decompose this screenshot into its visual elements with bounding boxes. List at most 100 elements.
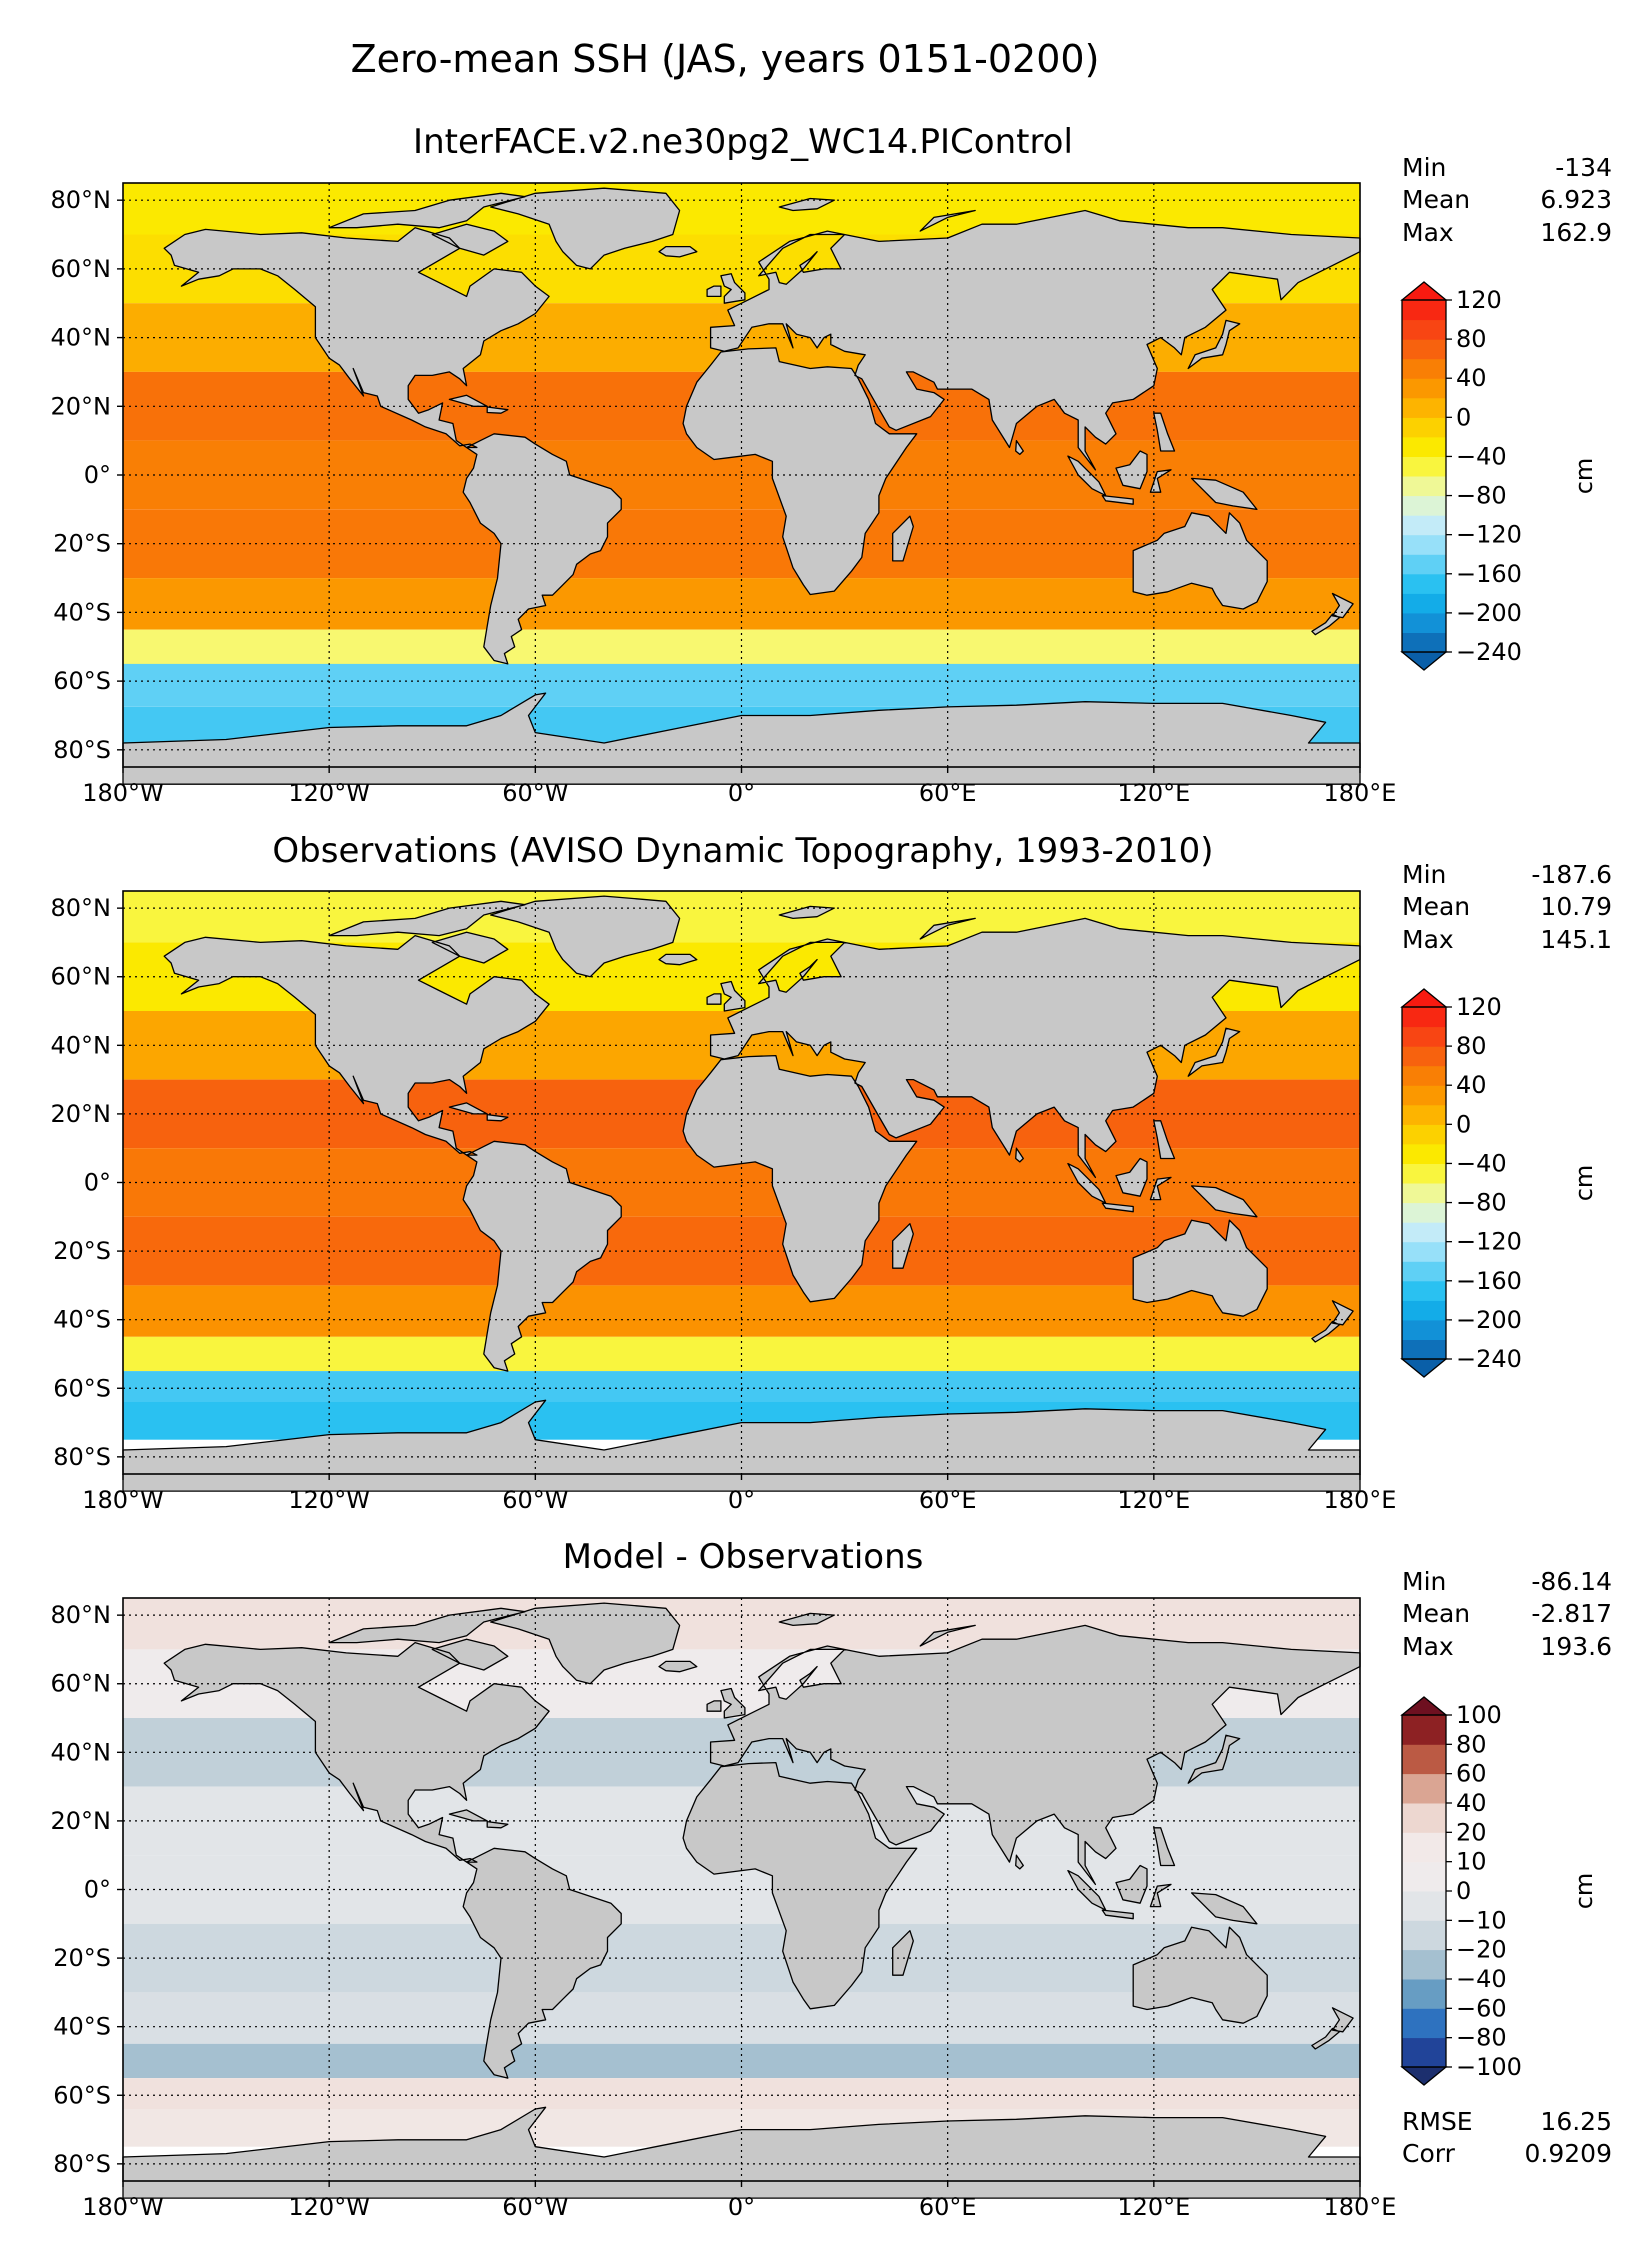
x-tick-label: 0° — [728, 2193, 755, 2221]
colorbar-segment — [1402, 1065, 1446, 1086]
colorbar-segment — [1402, 593, 1446, 614]
x-tick-label: 120°E — [1117, 779, 1190, 807]
stats-box: Min -86.14 Mean -2.817 Max 193.6 RMSE 16… — [1402, 1567, 1612, 2168]
colorbar-segment — [1402, 1979, 1446, 2009]
colorbar-segment — [1402, 1280, 1446, 1301]
colorbar-segment — [1402, 397, 1446, 418]
y-tick-label: 20°N — [51, 1100, 112, 1128]
colorbar-segment — [1402, 1261, 1446, 1282]
colorbar-extend-max — [1400, 1696, 1448, 1716]
colorbar-segment — [1402, 1861, 1446, 1892]
x-tick-label: 0° — [728, 779, 755, 807]
colorbar-segment — [1402, 1085, 1446, 1106]
y-tick-label: 80°S — [53, 1443, 111, 1471]
colorbar-extend-max — [1400, 281, 1448, 301]
colorbar-segment — [1402, 476, 1446, 497]
colorbar-tick-label: 120 — [1456, 286, 1502, 314]
stat-max-label: Max — [1402, 218, 1454, 247]
colorbar-extend-max — [1400, 988, 1448, 1008]
colorbar-segment — [1402, 319, 1446, 340]
y-tick-label: 40°S — [53, 598, 111, 626]
colorbar-segment — [1402, 358, 1446, 379]
colorbar-segment — [1402, 1104, 1446, 1125]
stat-mean-label: Mean — [1402, 1599, 1470, 1628]
y-tick-label: 60°N — [51, 1670, 112, 1698]
panel-observations: Observations (AVISO Dynamic Topography, … — [51, 831, 1613, 1514]
ocean-band — [123, 2078, 1360, 2109]
x-tick-label: 60°E — [919, 779, 977, 807]
colorbar-segment — [1402, 1163, 1446, 1184]
colorbar-tick-label: −20 — [1456, 1936, 1507, 1964]
colorbar-segment — [1402, 1007, 1446, 1028]
y-tick-label: 60°S — [53, 1374, 111, 1402]
stat-max-value: 162.9 — [1540, 218, 1612, 247]
colorbar-segment — [1402, 378, 1446, 399]
colorbar-segment — [1402, 632, 1446, 653]
colorbar-tick-label: −200 — [1456, 1306, 1522, 1334]
x-tick-label: 180°W — [82, 1486, 164, 1514]
x-tick-label: 180°E — [1324, 2193, 1397, 2221]
x-tick-label: 60°E — [919, 2193, 977, 2221]
y-tick-label: 20°S — [53, 530, 111, 558]
colorbar-tick-label: 0 — [1456, 403, 1471, 431]
x-tick-label: 60°W — [502, 1486, 568, 1514]
panel-model: InterFACE.v2.ne30pg2_WC14.PIControl 180°… — [51, 122, 1613, 807]
colorbar-segment — [1402, 456, 1446, 477]
y-tick-label: 0° — [84, 461, 111, 489]
rmse-label: RMSE — [1402, 2107, 1473, 2136]
stat-mean-value: 6.923 — [1540, 185, 1612, 214]
x-tick-label: 60°W — [502, 779, 568, 807]
colorbar-segment — [1402, 1222, 1446, 1243]
stat-mean-value: 10.79 — [1540, 892, 1612, 921]
colorbar-tick-label: 100 — [1456, 1701, 1502, 1729]
colorbar-segment — [1402, 436, 1446, 457]
y-tick-label: 80°N — [51, 1601, 112, 1629]
stat-min-label: Min — [1402, 1567, 1446, 1596]
y-tick-label: 80°S — [53, 736, 111, 764]
stat-mean-label: Mean — [1402, 892, 1470, 921]
colorbar-segment — [1402, 1339, 1446, 1360]
colorbar-segment — [1402, 612, 1446, 633]
colorbar-tick-label: 0 — [1456, 1110, 1471, 1138]
colorbar-tick-label: 40 — [1456, 1789, 1487, 1817]
x-tick-label: 180°E — [1324, 1486, 1397, 1514]
y-tick-label: 20°N — [51, 1807, 112, 1835]
colorbar-tick-label: 0 — [1456, 1877, 1471, 1905]
colorbar-segment — [1402, 1026, 1446, 1047]
colorbar-tick-label: 60 — [1456, 1760, 1487, 1788]
colorbar-tick-label: −100 — [1456, 2053, 1522, 2081]
stat-mean-label: Mean — [1402, 185, 1470, 214]
colorbar-tick-label: −10 — [1456, 1906, 1507, 1934]
suptitle: Zero-mean SSH (JAS, years 0151-0200) — [351, 37, 1100, 81]
axes: 180°W 120°W 60°W 0° 60°E 120°E 180°E 80°N 60°N 40… — [51, 890, 1397, 1514]
colorbar-tick-label: −80 — [1456, 2024, 1507, 2052]
x-tick-label: 120°W — [288, 779, 370, 807]
colorbar-segment — [1402, 1715, 1446, 1745]
y-tick-label: 60°N — [51, 963, 112, 991]
colorbar-segment — [1402, 1300, 1446, 1321]
y-tick-label: 20°N — [51, 392, 112, 420]
colorbar-segment — [1402, 417, 1446, 438]
colorbar-tick-label: −40 — [1456, 1149, 1507, 1177]
colorbar-extend-min — [1400, 651, 1448, 671]
y-tick-label: 40°N — [51, 1031, 112, 1059]
land-mask — [122, 1602, 1361, 2199]
colorbar-tick-label: 80 — [1456, 325, 1487, 353]
colorbar-frame — [1401, 1006, 1447, 1360]
stat-min-label: Min — [1402, 860, 1446, 889]
colorbar-segment — [1402, 300, 1446, 321]
stat-min-label: Min — [1402, 153, 1446, 182]
y-tick-label: 40°S — [53, 1306, 111, 1334]
colorbar: 120 80 40 0 −40 −80 −120 −160 −200 −240 cm — [1400, 281, 1598, 671]
rmse-value: 16.25 — [1540, 2107, 1612, 2136]
ocean-band — [123, 1371, 1360, 1402]
colorbar-segment — [1402, 1124, 1446, 1145]
colorbar-tick-label: 120 — [1456, 993, 1502, 1021]
x-tick-label: 120°E — [1117, 2193, 1190, 2221]
stats-box: Min -134 Mean 6.923 Max 162.9 — [1402, 153, 1612, 247]
x-tick-label: 120°E — [1117, 1486, 1190, 1514]
colorbar-extend-min — [1400, 1358, 1448, 1378]
colorbar-tick-label: −80 — [1456, 1189, 1507, 1217]
